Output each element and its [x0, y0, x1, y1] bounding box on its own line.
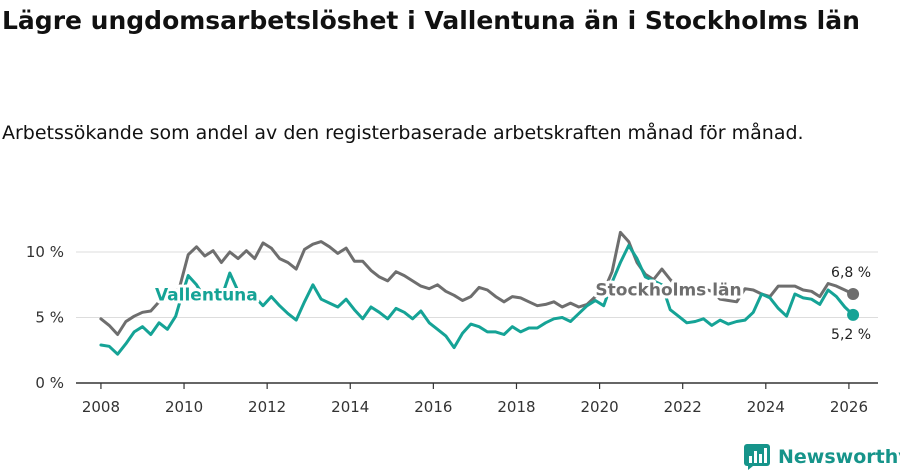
y-tick-label: 5 % — [35, 309, 64, 327]
chart-title: Lägre ungdomsarbetslöshet i Vallentuna ä… — [2, 6, 860, 35]
brand-logo[interactable]: Newsworthy — [744, 440, 900, 474]
brand-name: Newsworthy — [778, 446, 900, 468]
series-line-vallentuna — [99, 244, 855, 356]
x-tick-label: 2012 — [248, 398, 286, 416]
end-point-stockholms-l-n — [847, 287, 860, 300]
line-chart: 0 % 5 % 10 % 2008 2010 2012 2014 2016 2018 2020 20… — [26, 230, 878, 416]
x-tick-label: 2010 — [165, 398, 203, 416]
x-tick-label: 2026 — [830, 398, 868, 416]
series-label-stockholms-l-n: Stockholms län — [595, 280, 741, 300]
series-line-stockholms-l-n — [99, 230, 855, 336]
x-tick-label: 2020 — [580, 398, 618, 416]
y-tick-label: 0 % — [35, 374, 64, 392]
x-tick-label: 2018 — [497, 398, 535, 416]
x-tick-label: 2024 — [747, 398, 785, 416]
end-point-vallentuna — [847, 308, 860, 321]
y-tick-label: 10 % — [26, 243, 64, 261]
chart-subtitle: Arbetssökande som andel av den registerb… — [2, 122, 804, 144]
x-tick-label: 2014 — [331, 398, 369, 416]
x-tick-label: 2008 — [82, 398, 120, 416]
x-tick-label: 2016 — [414, 398, 452, 416]
series-label-vallentuna: Vallentuna — [155, 286, 258, 306]
x-tick-label: 2022 — [664, 398, 702, 416]
newsworthy-logo-icon — [744, 444, 770, 470]
end-label-stockholms-l-n: 6,8 % — [831, 265, 871, 281]
end-label-vallentuna: 5,2 % — [831, 327, 871, 343]
